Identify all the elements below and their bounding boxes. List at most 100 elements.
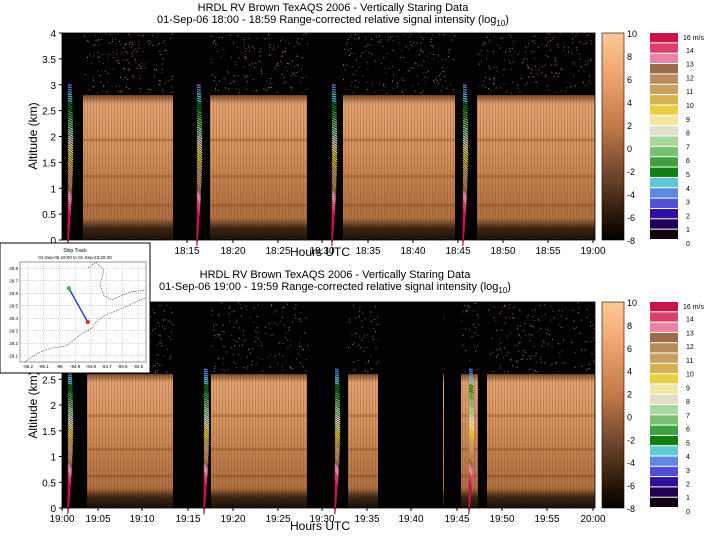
wind-barb (196, 141, 203, 147)
aerosol-dot (285, 67, 287, 69)
aerosol-dot (430, 41, 432, 43)
aerosol-dot (520, 325, 522, 327)
aerosol-dot (418, 83, 420, 85)
aerosol-dot (259, 55, 261, 57)
aerosol-dot (269, 44, 271, 46)
aerosol-dot (522, 62, 524, 64)
aerosol-dot (555, 362, 557, 364)
aerosol-dot (409, 70, 411, 72)
aerosol-dot (401, 91, 403, 93)
aerosol-dot (527, 314, 529, 316)
top-chart-subtitle: 01-Sep-06 18:00 - 18:59 Range-corrected … (157, 14, 509, 28)
aerosol-dot (256, 38, 258, 40)
aerosol-dot (264, 326, 266, 328)
aerosol-dot (233, 42, 235, 44)
aerosol-dot (559, 324, 561, 326)
wind-barb (462, 177, 468, 184)
aerosol-dot (214, 87, 216, 89)
wind-barb (67, 157, 74, 163)
aerosol-dot (128, 33, 130, 35)
aerosol-dot (547, 329, 549, 331)
aerosol-dot (211, 62, 213, 64)
aerosol-dot (557, 46, 559, 48)
wind-barb (196, 210, 200, 219)
wind-barb (334, 436, 341, 442)
aerosol-dot (454, 35, 456, 37)
aerosol-dot (570, 86, 572, 88)
aerosol-dot (365, 346, 367, 348)
wind-barb (67, 104, 73, 107)
aerosol-dot (103, 85, 105, 87)
aerosol-dot (536, 371, 538, 373)
aerosol-dot (499, 312, 501, 314)
aerosol-dot (266, 89, 268, 91)
wind-barb (67, 406, 74, 410)
aerosol-dot (351, 333, 353, 335)
aerosol-dot (84, 35, 86, 37)
wind-barb (331, 144, 338, 149)
aerosol-dot (386, 53, 388, 55)
aerosol-dot (244, 53, 246, 55)
wind-legend-label: 10 (686, 103, 694, 110)
aerosol-dot (567, 47, 569, 49)
wind-barb (334, 388, 340, 392)
aerosol-dot (161, 345, 163, 347)
bottom-chart-title: HRDL RV Brown TexAQS 2006 - Vertically S… (200, 269, 472, 281)
aerosol-dot (446, 87, 448, 89)
aerosol-dot (163, 355, 165, 357)
aerosol-dot (159, 50, 161, 52)
aerosol-dot (306, 43, 308, 45)
wind-legend-swatch (650, 188, 678, 198)
aerosol-dot (404, 34, 406, 36)
wind-legend-swatch (650, 198, 678, 208)
aerosol-dot (276, 91, 278, 93)
aerosol-dot (218, 334, 220, 336)
aerosol-dot (417, 65, 419, 67)
aerosol-dot (297, 38, 299, 40)
aerosol-dot (368, 361, 370, 363)
wind-barb (203, 446, 210, 452)
wind-barb (203, 372, 209, 375)
aerosol-dot (136, 67, 138, 69)
aerosol-dot (228, 307, 230, 309)
aerosol-dot (299, 362, 301, 364)
wind-barb (331, 210, 335, 219)
aerosol-dot (306, 344, 308, 346)
wind-legend-label: 0 (686, 509, 690, 516)
no-data-gap (307, 302, 348, 508)
aerosol-dot (256, 315, 258, 317)
aerosol-dot (237, 302, 239, 304)
wind-barb (462, 130, 469, 135)
wind-barb (334, 434, 341, 440)
aerosol-dot (150, 315, 152, 317)
wind-barb (196, 128, 203, 133)
wind-barb (67, 477, 72, 486)
aerosol-dot (150, 41, 152, 43)
aerosol-dot (97, 40, 99, 42)
aerosol-dot (558, 310, 560, 312)
wind-barb (462, 179, 468, 187)
wind-barb (468, 455, 474, 463)
wind-barb (468, 374, 474, 377)
wind-barb (67, 188, 73, 196)
wind-barb (203, 406, 210, 410)
aerosol-dot (306, 88, 308, 90)
aerosol-dot (277, 46, 279, 48)
wind-barb (203, 382, 209, 385)
wind-barb (196, 150, 203, 156)
ship-track-line (68, 287, 89, 323)
aerosol-dot (511, 48, 513, 50)
aerosol-dot (245, 56, 247, 58)
aerosol-dot (242, 344, 244, 346)
wind-barb (67, 463, 73, 471)
aerosol-dot (252, 78, 254, 80)
wind-barb (468, 483, 472, 492)
wind-barb (331, 202, 336, 210)
wind-barb (203, 400, 210, 404)
aerosol-dot (510, 332, 512, 334)
aerosol-dot (143, 63, 145, 65)
aerosol-dot (233, 326, 235, 328)
aerosol-dot (157, 321, 159, 323)
aerosol-dot (214, 39, 216, 41)
